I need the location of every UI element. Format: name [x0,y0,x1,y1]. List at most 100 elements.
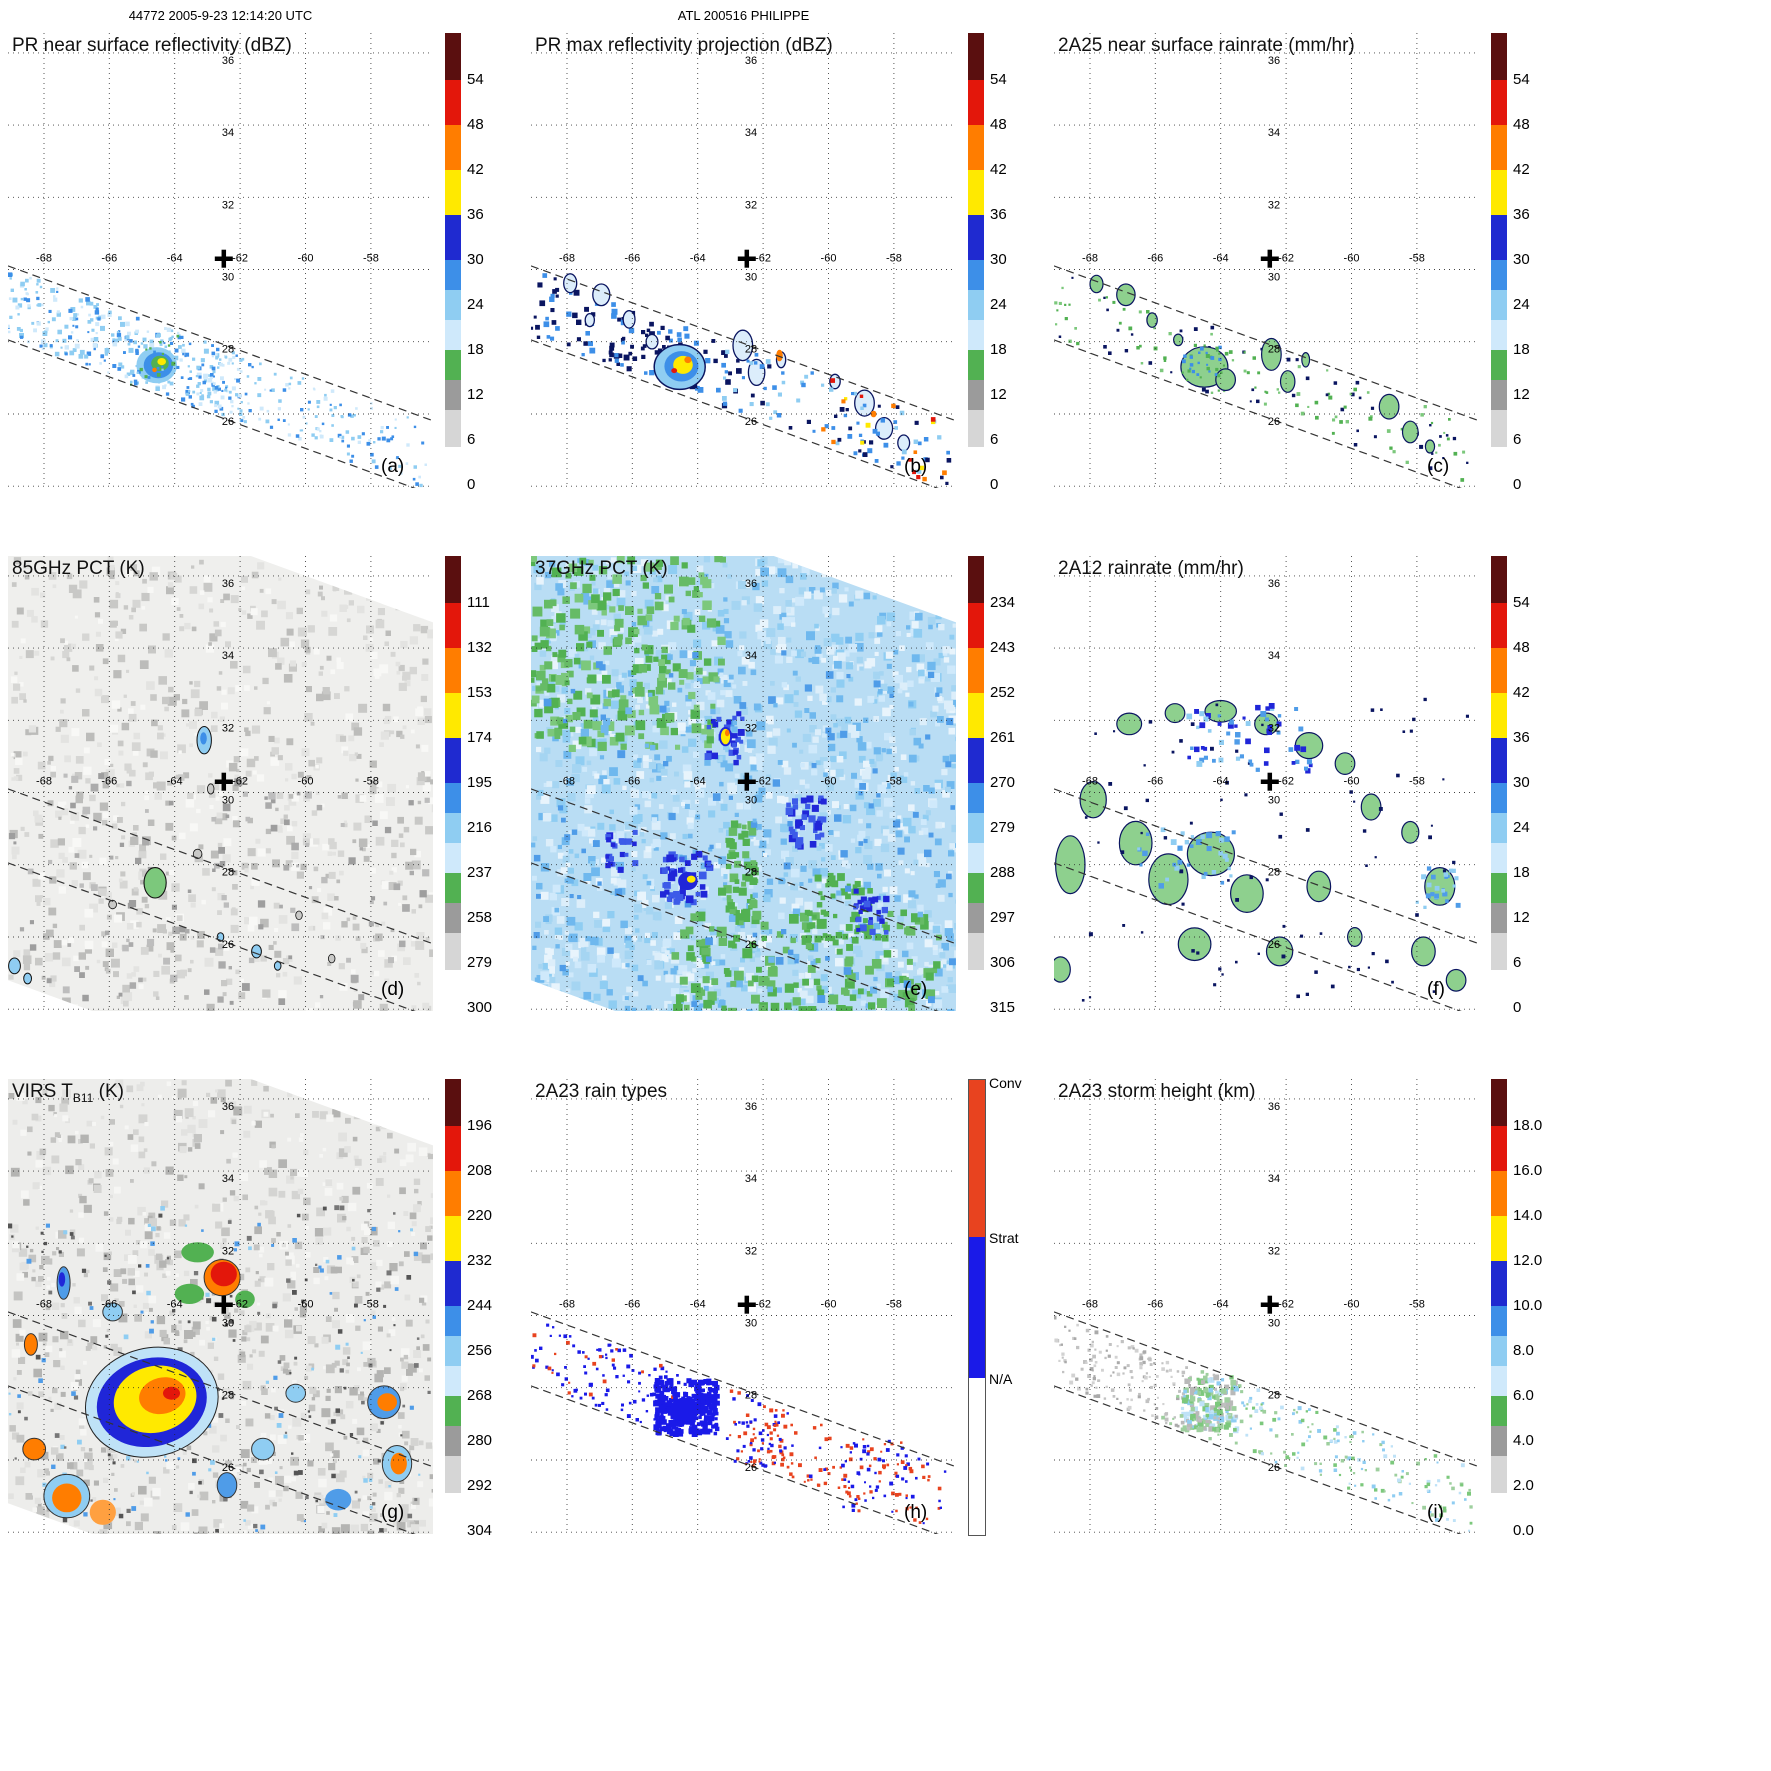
graticule-labels: -68 -66 -64 -62 -60 -58 26 28 30 32 34 36 [1082,578,1425,951]
pr-swath-edges [8,1311,433,1534]
colorbar-segment [968,380,984,411]
colorbar-h [968,1079,986,1536]
colorbar-tick: 111 [467,593,490,611]
svg-text:34: 34 [222,650,234,662]
colorbar-segment [968,447,984,488]
panel-title-text: 2A23 storm height (km) [1058,1081,1256,1102]
colorbar-segment [968,556,984,603]
graticule [1054,1079,1479,1534]
storm-center-cross [214,772,233,791]
svg-text:-64: -64 [167,776,183,788]
svg-text:36: 36 [745,578,757,590]
graticule [531,1079,956,1534]
colorbar-tick: 30 [1513,250,1530,268]
panel-letter: (b) [904,456,927,477]
colorbar-segment [968,738,984,783]
colorbar-segment [1491,1170,1507,1216]
panel-letter: (f) [1427,979,1445,1000]
colorbar-segment [1491,873,1507,904]
colorbar-tick: 132 [467,638,493,656]
colorbar-c [1491,33,1507,488]
colorbar-segment [1491,647,1507,693]
colorbar-segment [1491,693,1507,738]
panel-g: -68 -66 -64 -62 -60 -58 26 28 30 32 34 36 (g) VIRS TB… [8,1079,517,1539]
colorbar-tick: 280 [467,1431,493,1449]
colorbar-segment [968,350,984,381]
colorbar-tick: 153 [467,683,493,701]
colorbar-segment [445,647,461,693]
colorbar-tick: 6 [1513,953,1522,971]
svg-text:32: 32 [745,722,757,734]
graticule [1054,33,1479,488]
svg-text:26: 26 [1268,416,1280,428]
graticule-labels: -68 -66 -64 -62 -60 -58 26 28 30 32 34 36 [36,578,379,951]
colorbar-segment [445,873,461,904]
panel-letter: (i) [1427,1502,1444,1523]
colorbar-segment [445,903,461,934]
svg-text:-64: -64 [690,776,706,788]
svg-text:28: 28 [222,867,234,879]
colorbar-category-label: Conv [989,1075,1022,1091]
colorbar-tick: 220 [467,1206,493,1224]
svg-text:-64: -64 [1213,776,1229,788]
colorbar-e [968,556,984,1011]
svg-text:-68: -68 [36,776,52,788]
panel-title: 37GHz PCT (K) [535,558,668,580]
colorbar-tick: 42 [990,160,1007,178]
svg-text:-60: -60 [821,776,837,788]
svg-text:-60: -60 [298,776,314,788]
pr-swath-edges [8,788,433,1011]
colorbar-category-label: N/A [989,1371,1013,1387]
panel-i: -68 -66 -64 -62 -60 -58 26 28 30 32 34 36 (i) 2A23 st… [1054,1079,1563,1539]
colorbar-tick: 258 [467,908,493,926]
colorbar-segment [968,410,984,448]
svg-text:-58: -58 [886,253,902,265]
colorbar-tick: 18 [1513,340,1530,358]
svg-text:36: 36 [745,55,757,67]
svg-text:26: 26 [745,939,757,951]
colorbar-segment [1491,350,1507,381]
panel-f: -68 -66 -64 -62 -60 -58 26 28 30 32 34 36 (f) 2A12 ra… [1054,556,1563,1016]
panel-title: PR max reflectivity projection (dBZ) [535,35,833,57]
colorbar-segment [1491,410,1507,448]
graticule-labels: -68 -66 -64 -62 -60 -58 26 28 30 32 34 36 [36,55,379,428]
svg-text:36: 36 [222,578,234,590]
colorbar-segment [1491,33,1507,80]
colorbar-tick: 36 [1513,728,1530,746]
colorbar-segment [1491,970,1507,1011]
colorbar-tick: 304 [467,1521,493,1539]
map-a: -68 -66 -64 -62 -60 -58 26 28 30 32 34 36 (a) [8,33,433,488]
svg-text:-58: -58 [1409,253,1425,265]
colorbar-segment [968,290,984,321]
colorbar-segment [1491,1493,1507,1534]
colorbar-tick: 243 [990,638,1016,656]
svg-text:-66: -66 [101,776,117,788]
colorbar-segment [1491,1456,1507,1494]
svg-text:30: 30 [222,795,234,807]
graticule [8,33,433,488]
colorbar-tick: 306 [990,953,1016,971]
colorbar-tick: 8.0 [1513,1341,1534,1359]
colorbar-segment [1491,260,1507,290]
colorbar-segment [968,783,984,813]
colorbar-segment [1491,1079,1507,1126]
colorbar-tick: 270 [990,773,1016,791]
panel-title-text: PR max reflectivity projection (dBZ) [535,35,833,56]
panel-h: -68 -66 -64 -62 -60 -58 26 28 30 32 34 36 (h) 2A23 ra… [531,1075,1040,1536]
panel-title-text: 37GHz PCT (K) [535,558,668,579]
colorbar-tick: 256 [467,1341,493,1359]
colorbar-segment [1491,1336,1507,1367]
colorbar-segment [445,124,461,170]
svg-text:36: 36 [1268,578,1280,590]
colorbar-tick: 174 [467,728,493,746]
svg-text:-60: -60 [1344,776,1360,788]
colorbar-tick: 237 [467,863,493,881]
colorbar-segment [445,1336,461,1367]
svg-text:-68: -68 [1082,253,1098,265]
svg-text:32: 32 [1268,722,1280,734]
colorbar-tick: 0.0 [1513,1521,1534,1539]
svg-text:26: 26 [1268,939,1280,951]
colorbar-segment [445,1366,461,1397]
colorbar-segment [968,903,984,934]
colorbar-tick: 268 [467,1386,493,1404]
